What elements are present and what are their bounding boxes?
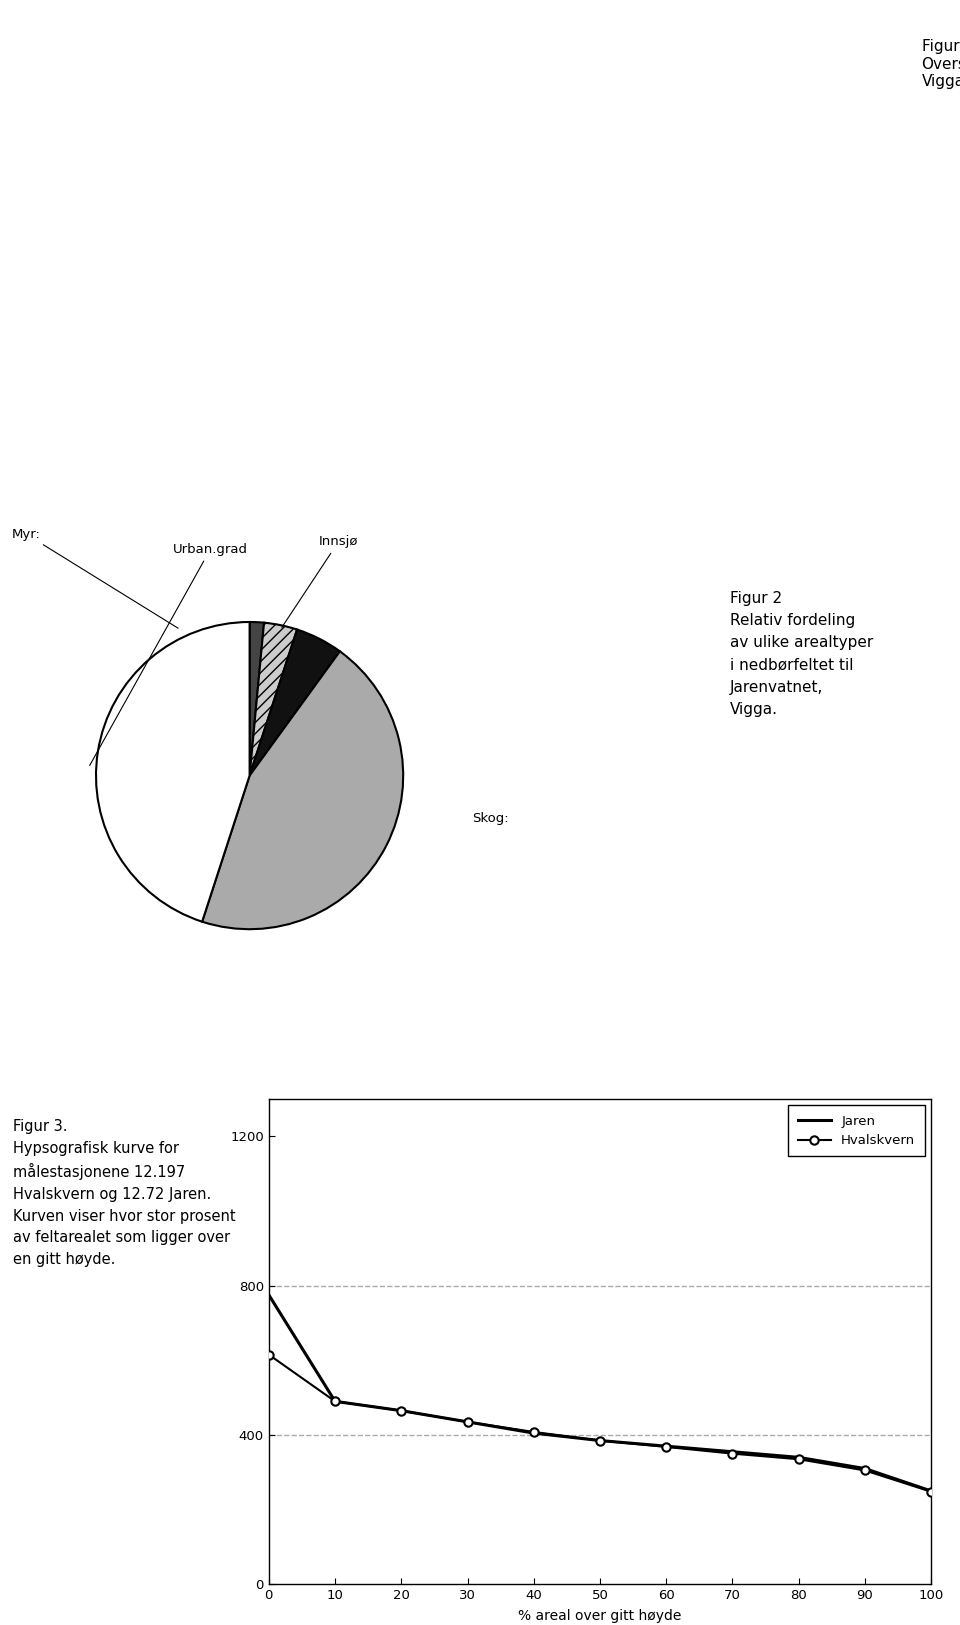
Text: Innsjø: Innsjø bbox=[282, 535, 358, 627]
Jaren bbox=[263, 1285, 275, 1305]
Jaren bbox=[462, 1412, 473, 1432]
Jaren bbox=[396, 1401, 407, 1420]
Text: Figur 3.
Hypsografisk kurve for
målestasjonene 12.197
Hvalskvern og 12.72 Jaren.: Figur 3. Hypsografisk kurve for målestas… bbox=[13, 1120, 235, 1268]
Wedge shape bbox=[203, 652, 403, 929]
Hvalskvern bbox=[859, 1461, 871, 1480]
Jaren bbox=[727, 1441, 738, 1461]
Text: Urban.grad: Urban.grad bbox=[89, 543, 248, 765]
Text: Figur 1.
Oversiktskart,
Vigga.: Figur 1. Oversiktskart, Vigga. bbox=[922, 39, 960, 89]
Wedge shape bbox=[96, 622, 250, 921]
Hvalskvern bbox=[263, 1346, 275, 1365]
Text: Skog:: Skog: bbox=[472, 811, 509, 824]
Hvalskvern bbox=[329, 1391, 341, 1410]
Hvalskvern bbox=[396, 1401, 407, 1420]
Line: Jaren: Jaren bbox=[269, 1295, 931, 1492]
Jaren bbox=[660, 1436, 672, 1456]
Jaren bbox=[793, 1448, 804, 1467]
Hvalskvern bbox=[925, 1482, 937, 1502]
Hvalskvern bbox=[727, 1445, 738, 1464]
Wedge shape bbox=[250, 629, 340, 775]
Hvalskvern bbox=[594, 1430, 606, 1450]
Jaren bbox=[925, 1482, 937, 1502]
Text: Figur 2
Relativ fordeling
av ulike arealtyper
i nedbørfeltet til
Jarenvatnet,
Vi: Figur 2 Relativ fordeling av ulike areal… bbox=[730, 592, 873, 717]
Jaren bbox=[594, 1430, 606, 1450]
Legend: Jaren, Hvalskvern: Jaren, Hvalskvern bbox=[788, 1105, 924, 1157]
Wedge shape bbox=[250, 622, 264, 775]
Line: Hvalskvern: Hvalskvern bbox=[265, 1350, 935, 1497]
Jaren bbox=[859, 1459, 871, 1479]
X-axis label: % areal over gitt høyde: % areal over gitt høyde bbox=[518, 1609, 682, 1623]
Hvalskvern bbox=[793, 1450, 804, 1469]
Hvalskvern bbox=[660, 1436, 672, 1456]
Text: Myr:: Myr: bbox=[12, 528, 179, 629]
Wedge shape bbox=[250, 622, 297, 775]
Hvalskvern bbox=[462, 1412, 473, 1432]
Jaren bbox=[329, 1391, 341, 1410]
Jaren bbox=[528, 1424, 540, 1443]
Hvalskvern bbox=[528, 1422, 540, 1441]
